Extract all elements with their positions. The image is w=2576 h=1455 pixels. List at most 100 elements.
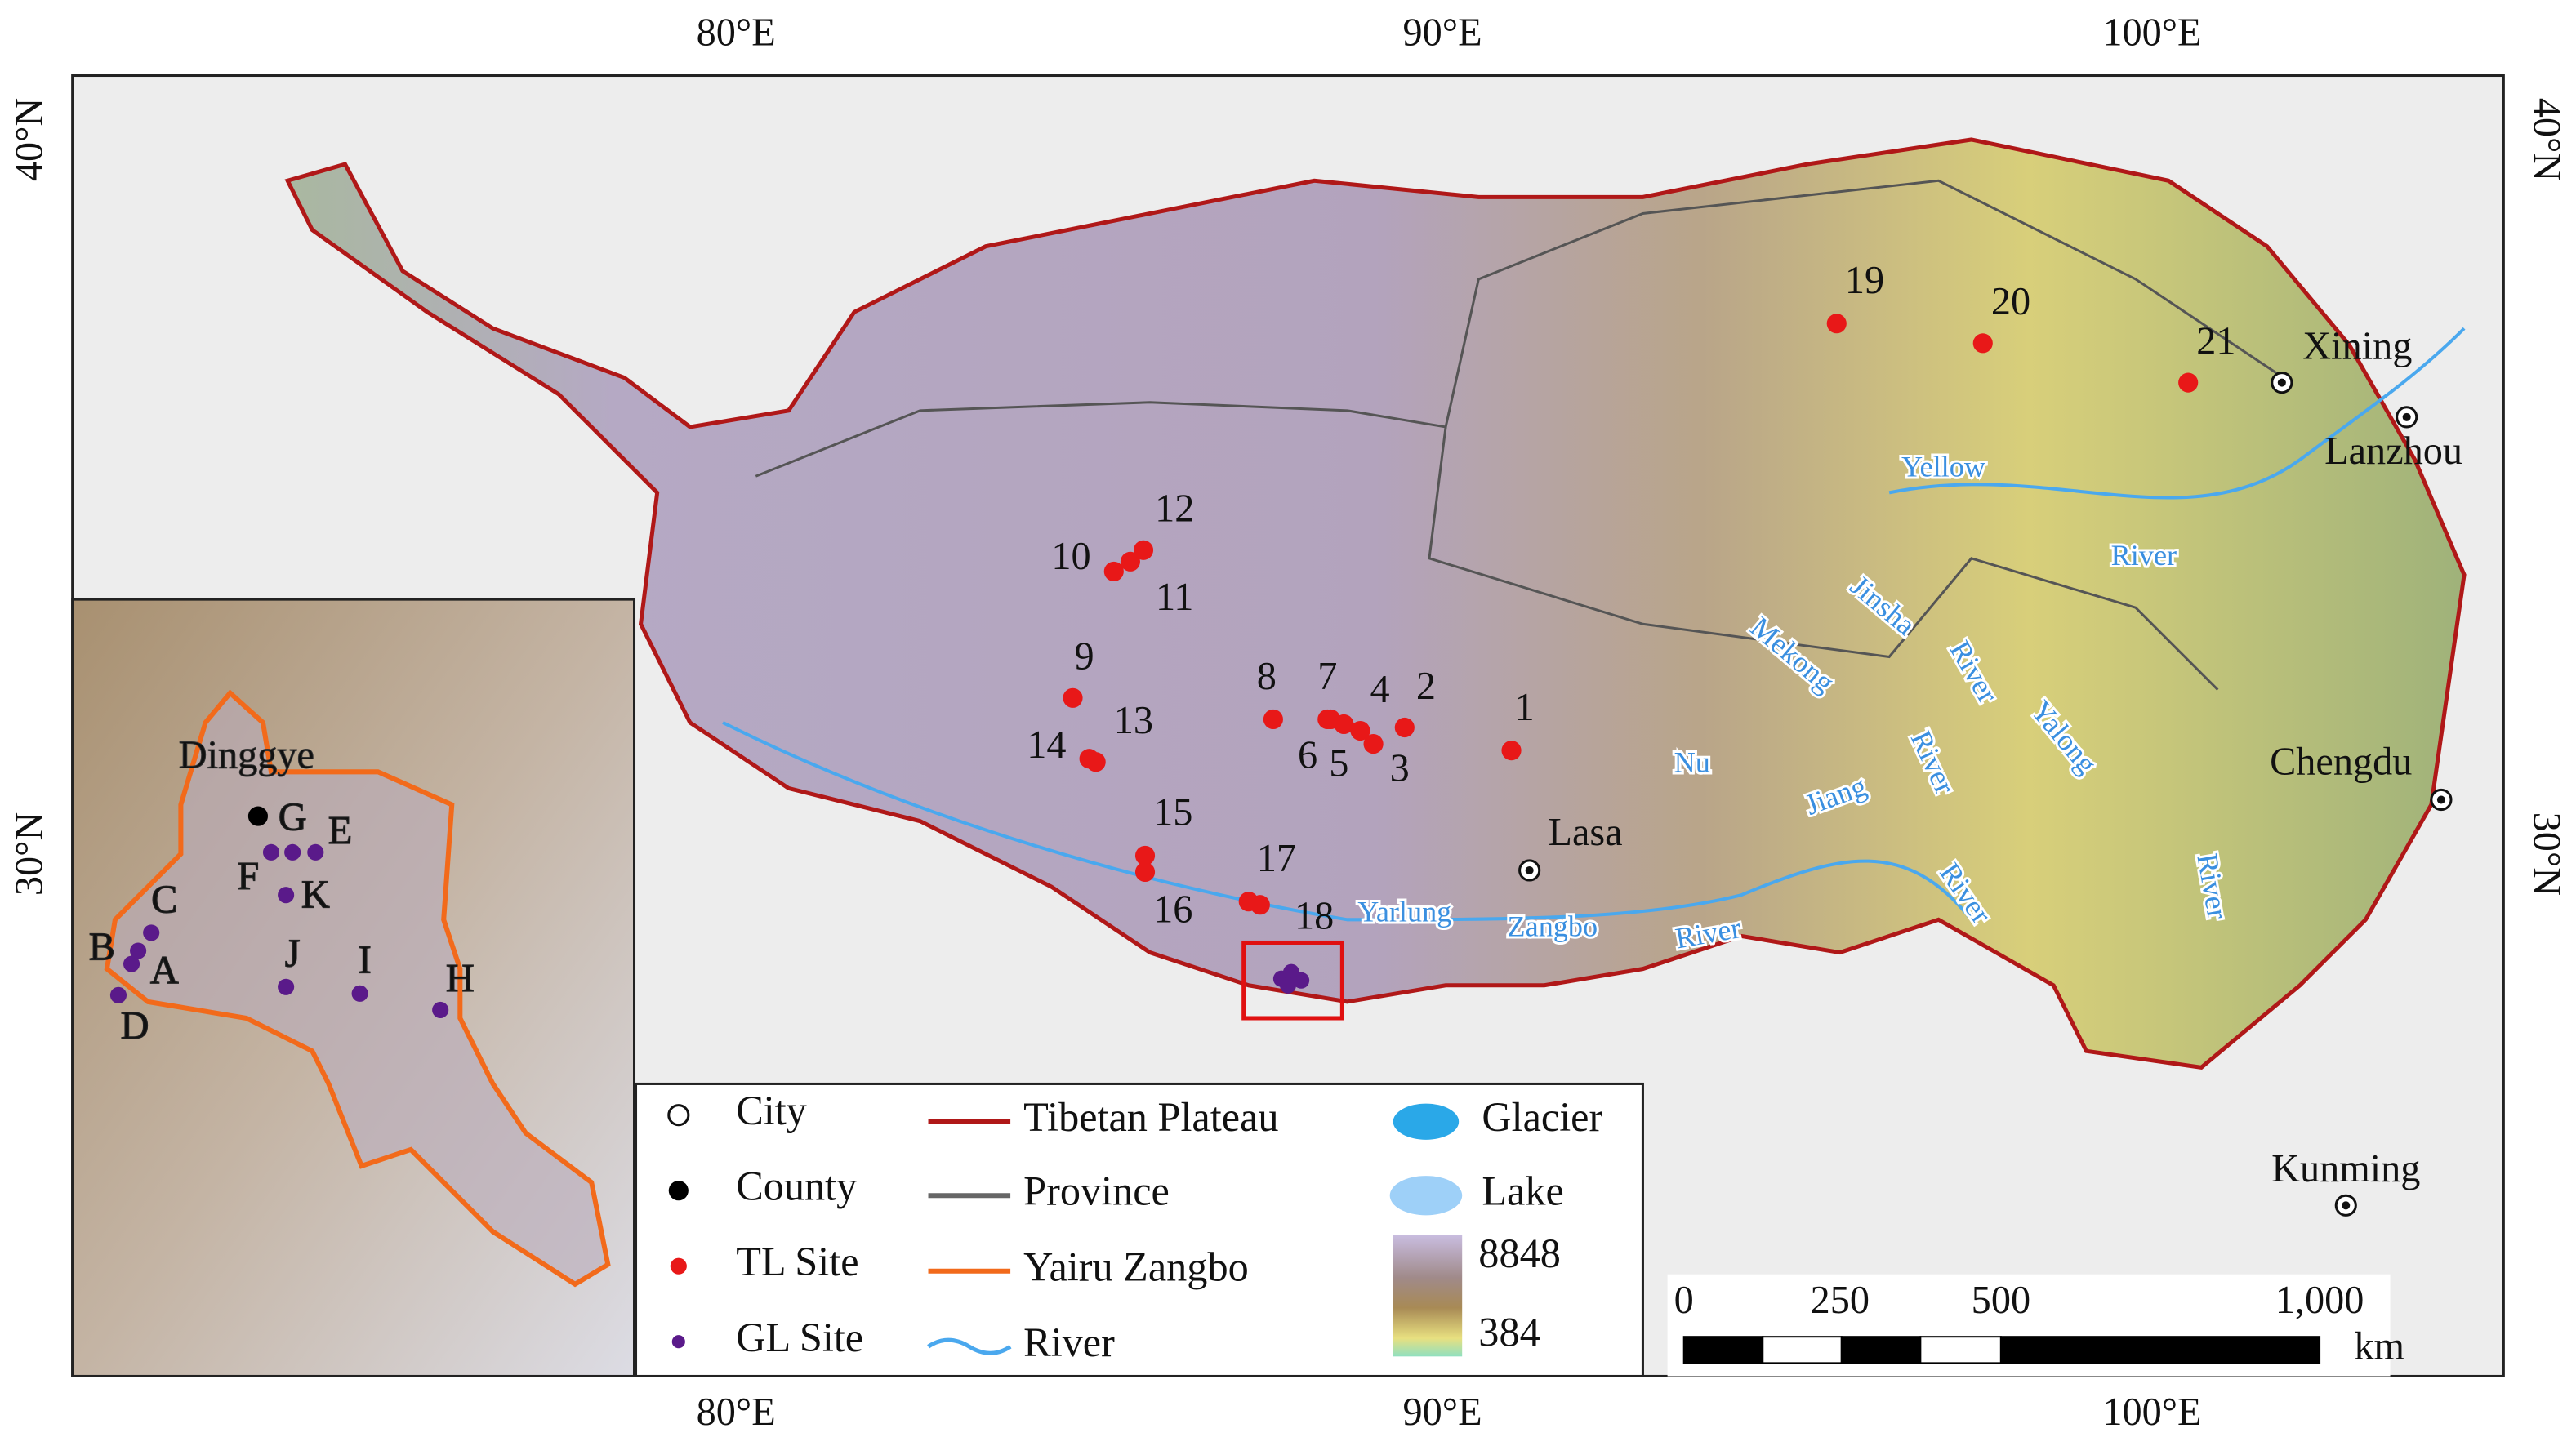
tl-site <box>1363 734 1384 754</box>
scale-tick-label: 0 <box>1674 1279 1694 1322</box>
province-border <box>1428 426 2219 691</box>
legend-label: River <box>1023 1319 1115 1365</box>
legend-label: Tibetan Plateau <box>1023 1094 1278 1140</box>
legend-gl-symbol <box>671 1335 685 1349</box>
city-label: Chengdu <box>2270 740 2412 783</box>
lon-label: 90°E <box>1403 11 1482 54</box>
gl-site <box>143 924 160 941</box>
lon-label: 100°E <box>2102 1390 2201 1434</box>
yellow-river <box>1888 327 2466 500</box>
city-marker-dot <box>2342 1201 2351 1210</box>
inset-locator <box>1241 940 1344 1021</box>
tl-site-label: 6 <box>1298 733 1317 776</box>
tl-site <box>1501 741 1522 761</box>
tl-site-label: 7 <box>1317 655 1337 698</box>
gl-site-label: E <box>328 809 352 852</box>
gl-site <box>262 843 280 861</box>
tl-site <box>1134 845 1156 865</box>
city-marker-dot <box>2436 795 2445 804</box>
tl-site <box>1263 709 1283 730</box>
lon-label: 90°E <box>1403 1390 1482 1434</box>
gl-site <box>307 843 324 861</box>
gl-site-cluster <box>1279 977 1297 994</box>
gl-site-label: B <box>89 926 115 969</box>
city-label: Xining <box>2302 324 2412 367</box>
lat-label: 40°N <box>7 98 51 181</box>
scale-segment <box>1999 1336 2321 1364</box>
colorbar-min: 384 <box>1478 1310 1540 1355</box>
gl-site <box>284 843 301 861</box>
tl-site-label: 5 <box>1329 741 1348 785</box>
tl-site-label: 12 <box>1155 487 1194 531</box>
gl-site-label: I <box>359 939 372 982</box>
tl-site-label: 8 <box>1257 655 1277 698</box>
scale-segment <box>1682 1336 1764 1364</box>
tl-site-label: 15 <box>1153 791 1192 834</box>
tibetan-plateau <box>284 137 2467 1070</box>
lon-label: 80°E <box>697 1390 776 1434</box>
city-marker-dot <box>2277 378 2286 387</box>
gl-site-label: K <box>301 873 330 916</box>
legend-label: GL Site <box>736 1315 863 1360</box>
lat-label: 30°N <box>7 812 51 896</box>
gl-site <box>278 978 295 995</box>
gl-site <box>130 942 147 959</box>
legend-tl-symbol <box>670 1257 687 1275</box>
river-label: Nu <box>1674 746 1710 779</box>
county-marker <box>247 806 268 826</box>
scale-tick-label: 1,000 <box>2275 1279 2364 1322</box>
tl-site-label: 18 <box>1295 894 1334 937</box>
tl-site-label: 20 <box>1991 280 2030 323</box>
city-label: Lanzhou <box>2324 429 2462 473</box>
lat-label: 40°N <box>2525 98 2569 181</box>
yarlung-river <box>722 721 1973 922</box>
tl-site-label: 10 <box>1051 535 1090 578</box>
legend-city-symbol <box>667 1104 690 1127</box>
tl-site-label: 16 <box>1153 888 1192 931</box>
lon-label: 80°E <box>697 11 776 54</box>
tl-site-label: 4 <box>1370 668 1390 711</box>
legend-glacier-symbol <box>1393 1103 1460 1140</box>
tl-site <box>1250 895 1270 915</box>
tl-site <box>1133 540 1154 560</box>
city-marker-dot <box>2402 412 2411 421</box>
scale-unit: km <box>2354 1324 2404 1368</box>
tl-site <box>1120 551 1140 572</box>
gl-site <box>109 986 127 1003</box>
gl-site <box>351 985 368 1002</box>
legend-label: County <box>736 1164 857 1209</box>
tl-site <box>1826 314 1847 334</box>
tl-site-label: 19 <box>1845 259 1884 302</box>
scale-segment <box>1840 1336 1922 1364</box>
province-border <box>755 179 2284 478</box>
gl-site-label: H <box>446 957 475 1000</box>
lon-label: 100°E <box>2102 11 2201 54</box>
river-label: Zangbo <box>1508 910 1598 943</box>
tl-site <box>1079 749 1099 769</box>
city-label: Kunming <box>2271 1147 2420 1190</box>
scale-tick-label: 500 <box>1972 1279 2030 1322</box>
tl-site-label: 17 <box>1257 837 1296 880</box>
legend-river-symbol <box>927 1337 1012 1355</box>
tl-site <box>2178 372 2199 393</box>
tl-site-label: 9 <box>1075 635 1094 679</box>
tl-site-label: 1 <box>1515 686 1535 729</box>
lat-label: 30°N <box>2525 812 2569 896</box>
city-marker-dot <box>1525 865 1534 875</box>
tl-site <box>1317 709 1338 730</box>
colorbar <box>1393 1235 1463 1357</box>
legend-label: Yairu Zangbo <box>1023 1244 1249 1289</box>
tl-site-label: 21 <box>2196 319 2235 363</box>
gl-site-label: G <box>279 796 307 839</box>
river-label: River <box>2111 539 2177 572</box>
gl-site-label: A <box>150 949 179 992</box>
legend-label: Province <box>1023 1168 1170 1214</box>
gl-site-label: J <box>285 932 301 976</box>
gl-site-label: D <box>121 1004 149 1048</box>
legend-lake-symbol <box>1389 1176 1463 1216</box>
colorbar-max: 8848 <box>1478 1230 1561 1276</box>
tl-site-label: 2 <box>1416 665 1436 708</box>
gl-site-label: F <box>237 855 259 898</box>
tl-site <box>1350 720 1370 741</box>
river-label: Yellow <box>1901 451 1985 483</box>
